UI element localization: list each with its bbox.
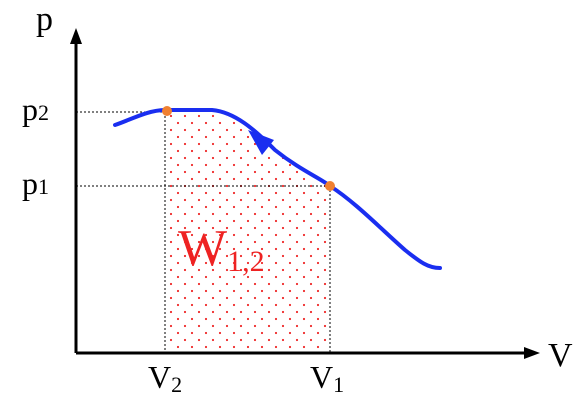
p2-label: p2 (22, 91, 49, 127)
state-point-1 (325, 181, 335, 191)
x-axis-label: V (548, 337, 573, 374)
v2-label: V2 (148, 359, 182, 394)
direction-arrow-icon (248, 130, 274, 155)
x-axis-arrow-icon (524, 347, 540, 359)
v1-label: V1 (310, 359, 344, 394)
p1-label: p1 (22, 165, 49, 201)
y-axis-arrow-icon (70, 28, 82, 44)
work-label: W1,2 (178, 220, 265, 278)
y-axis-label: p (36, 1, 53, 38)
state-point-2 (162, 106, 172, 116)
